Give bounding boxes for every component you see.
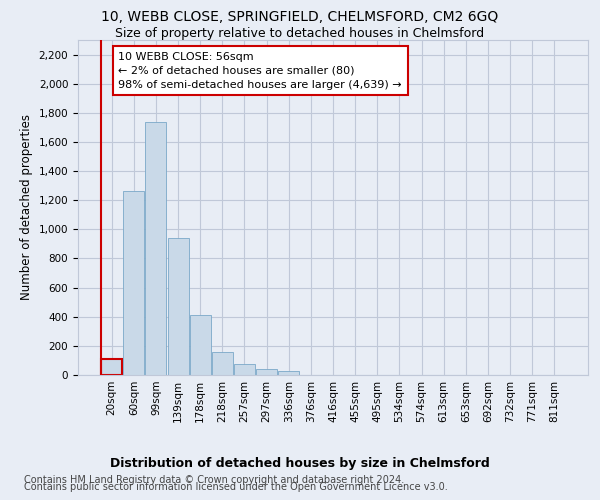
Bar <box>101 359 122 375</box>
Bar <box>190 314 211 375</box>
Bar <box>212 352 233 375</box>
Bar <box>145 122 166 375</box>
Bar <box>278 372 299 375</box>
Text: 10 WEBB CLOSE: 56sqm
← 2% of detached houses are smaller (80)
98% of semi-detach: 10 WEBB CLOSE: 56sqm ← 2% of detached ho… <box>118 52 402 90</box>
Y-axis label: Number of detached properties: Number of detached properties <box>20 114 33 300</box>
Bar <box>234 364 255 375</box>
Text: Contains HM Land Registry data © Crown copyright and database right 2024.: Contains HM Land Registry data © Crown c… <box>24 475 404 485</box>
Bar <box>167 238 188 375</box>
Text: Distribution of detached houses by size in Chelmsford: Distribution of detached houses by size … <box>110 458 490 470</box>
Text: Size of property relative to detached houses in Chelmsford: Size of property relative to detached ho… <box>115 28 485 40</box>
Bar <box>124 192 145 375</box>
Text: Contains public sector information licensed under the Open Government Licence v3: Contains public sector information licen… <box>24 482 448 492</box>
Bar <box>256 369 277 375</box>
Text: 10, WEBB CLOSE, SPRINGFIELD, CHELMSFORD, CM2 6GQ: 10, WEBB CLOSE, SPRINGFIELD, CHELMSFORD,… <box>101 10 499 24</box>
